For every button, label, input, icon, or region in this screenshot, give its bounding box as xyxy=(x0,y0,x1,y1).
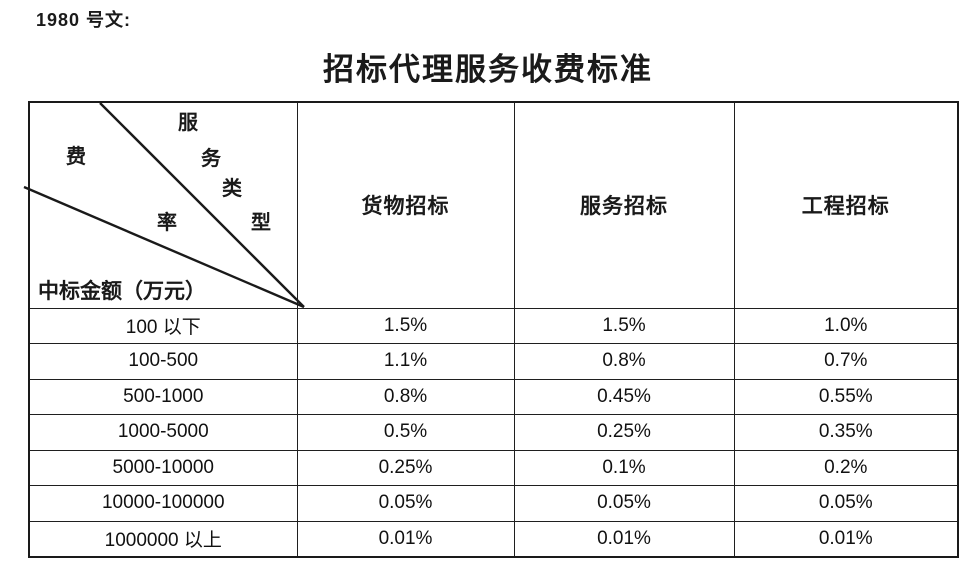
rate-cell: 0.25% xyxy=(296,449,515,486)
rate-cell: 0.8% xyxy=(296,378,515,415)
amount-range-cell: 10000-100000 xyxy=(28,485,298,522)
column-header-goods: 货物招标 xyxy=(296,101,515,309)
corner-service-type-char: 类 xyxy=(222,178,242,200)
rate-cell: 1.5% xyxy=(296,307,515,344)
amount-range-cell: 100 以下 xyxy=(28,307,298,344)
rate-cell: 0.5% xyxy=(296,414,515,451)
amount-range-cell: 100-500 xyxy=(28,343,298,380)
rate-cell: 1.5% xyxy=(513,307,735,344)
rate-cell: 0.25% xyxy=(513,414,735,451)
table-row: 100-500 1.1% 0.8% 0.7% xyxy=(28,343,959,380)
fee-table: 服 务 类 型 费 率 中标金额（万元） 货物招标 服务招标 工程招标 100 … xyxy=(23,101,959,558)
table-row: 500-1000 0.8% 0.45% 0.55% xyxy=(28,378,959,415)
rate-cell: 0.01% xyxy=(513,520,735,557)
rate-cell: 0.1% xyxy=(513,449,735,486)
amount-range-cell: 500-1000 xyxy=(28,378,298,415)
amount-range-cell: 1000000 以上 xyxy=(28,520,298,557)
rate-cell: 0.8% xyxy=(513,343,735,380)
amount-range-cell: 5000-10000 xyxy=(28,449,298,486)
table-row: 1000000 以上 0.01% 0.01% 0.01% xyxy=(28,520,959,557)
corner-service-type-char: 务 xyxy=(201,148,221,170)
column-header-engineering: 工程招标 xyxy=(733,101,959,309)
table-row: 5000-10000 0.25% 0.1% 0.2% xyxy=(28,449,959,486)
corner-service-type-char: 服 xyxy=(178,112,198,134)
rate-cell: 0.01% xyxy=(296,520,515,557)
rate-cell: 1.1% xyxy=(296,343,515,380)
doc-ref: 1980 号文: xyxy=(36,10,132,30)
table-corner-header: 服 务 类 型 费 率 中标金额（万元） xyxy=(23,101,305,309)
table-row: 100 以下 1.5% 1.5% 1.0% xyxy=(28,307,959,344)
rate-cell: 0.7% xyxy=(733,343,959,380)
rate-cell: 0.2% xyxy=(733,449,959,486)
column-header-services: 服务招标 xyxy=(513,101,735,309)
rate-cell: 0.05% xyxy=(513,485,735,522)
rate-cell: 0.55% xyxy=(733,378,959,415)
rate-cell: 0.05% xyxy=(733,485,959,522)
rate-cell: 0.45% xyxy=(513,378,735,415)
corner-service-type-char: 型 xyxy=(251,212,271,234)
corner-fee-rate-char: 费 xyxy=(66,146,86,168)
corner-fee-rate-char: 率 xyxy=(157,212,177,234)
table-row: 1000-5000 0.5% 0.25% 0.35% xyxy=(28,414,959,451)
diagonal-divider-lines xyxy=(23,102,305,309)
rate-cell: 0.35% xyxy=(733,414,959,451)
corner-amount-label: 中标金额（万元） xyxy=(38,278,206,303)
rate-cell: 0.01% xyxy=(733,520,959,557)
table-header-row: 服 务 类 型 费 率 中标金额（万元） 货物招标 服务招标 工程招标 xyxy=(23,101,959,309)
page-title: 招标代理服务收费标准 xyxy=(323,52,653,87)
table-row: 10000-100000 0.05% 0.05% 0.05% xyxy=(28,485,959,522)
amount-range-cell: 1000-5000 xyxy=(28,414,298,451)
rate-cell: 1.0% xyxy=(733,307,959,344)
rate-cell: 0.05% xyxy=(296,485,515,522)
